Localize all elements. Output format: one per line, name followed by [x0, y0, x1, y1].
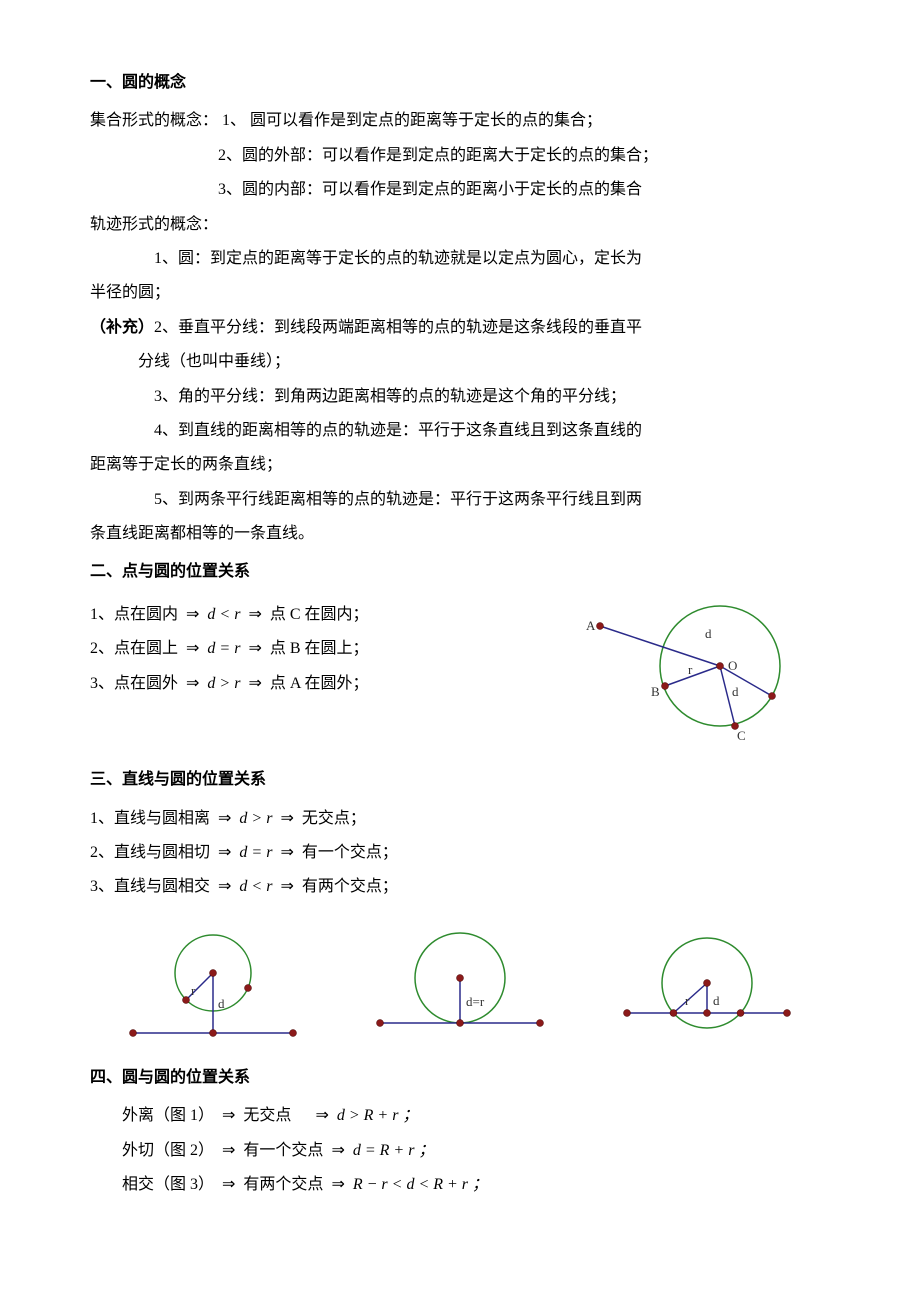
s4-row2: 外切（图 2） ⇒ 有一个交点 ⇒ d = R + r ； — [90, 1136, 830, 1166]
s1-t2a: 2、垂直平分线：到线段两端距离相等的点的轨迹是这条线段的垂直平 — [154, 319, 642, 336]
point-circle-diagram: A B O Cd r d — [550, 596, 830, 746]
arrow-icon: ⇒ — [214, 844, 235, 861]
arrow-icon: ⇒ — [214, 878, 235, 895]
arrow-icon: ⇒ — [327, 1176, 348, 1193]
arrow-icon: ⇒ — [214, 810, 235, 827]
s2-r1a: 1、点在圆内 — [90, 606, 178, 623]
s1-t3: 3、角的平分线：到角两边距离相等的点的轨迹是这个角的平分线； — [90, 382, 830, 412]
s2-row1: 1、点在圆内 ⇒ d < r ⇒ 点 C 在圆内； — [90, 600, 550, 630]
s4-r2c: d = R + r ； — [353, 1142, 435, 1159]
line-circle-intersect-diagram: rd — [617, 923, 797, 1053]
s2-r3b: d > r — [207, 675, 240, 692]
svg-text:d: d — [705, 626, 712, 641]
s3-row1: 1、直线与圆相离 ⇒ d > r ⇒ 无交点； — [90, 804, 830, 834]
s2-figure: A B O Cd r d — [550, 596, 830, 757]
s2-r2c: 点 B 在圆上； — [270, 640, 369, 657]
s3-row3: 3、直线与圆相交 ⇒ d < r ⇒ 有两个交点； — [90, 872, 830, 902]
arrow-icon: ⇒ — [182, 606, 203, 623]
s2-r1c: 点 C 在圆内； — [270, 606, 369, 623]
section-4-title: 四、圆与圆的位置关系 — [90, 1063, 830, 1093]
s2-r2b: d = r — [207, 640, 240, 657]
s1-t2-line: （补充）2、垂直平分线：到线段两端距离相等的点的轨迹是这条线段的垂直平 — [90, 313, 830, 343]
svg-text:r: r — [688, 662, 693, 677]
svg-text:A: A — [586, 618, 596, 633]
arrow-icon: ⇒ — [182, 640, 203, 657]
svg-text:d: d — [713, 993, 720, 1008]
s3-figures-row: rd d=r rd — [90, 923, 830, 1053]
line-circle-separate-diagram: rd — [123, 923, 303, 1053]
s1-t5b: 条直线距离都相等的一条直线。 — [90, 519, 830, 549]
section-1-title: 一、圆的概念 — [90, 68, 830, 98]
svg-text:O: O — [728, 658, 737, 673]
s4-r1a: 外离（图 1） — [122, 1107, 214, 1124]
arrow-icon: ⇒ — [276, 810, 297, 827]
s1-item-2: 2、圆的外部：可以看作是到定点的距离大于定长的点的集合； — [90, 141, 830, 171]
svg-text:d: d — [732, 684, 739, 699]
arrow-icon: ⇒ — [276, 844, 297, 861]
s1-item-3: 3、圆的内部：可以看作是到定点的距离小于定长的点的集合 — [90, 175, 830, 205]
s4-r3c: R − r < d < R + r ； — [353, 1176, 488, 1193]
arrow-icon: ⇒ — [276, 878, 297, 895]
s2-text-col: 1、点在圆内 ⇒ d < r ⇒ 点 C 在圆内； 2、点在圆上 ⇒ d = r… — [90, 596, 550, 703]
arrow-icon: ⇒ — [311, 1107, 332, 1124]
s1-t2b: 分线（也叫中垂线）； — [90, 347, 830, 377]
section-2-title: 二、点与圆的位置关系 — [90, 557, 830, 587]
s4-r2a: 外切（图 2） — [122, 1142, 214, 1159]
s1-intro-label: 集合形式的概念： — [90, 112, 218, 129]
arrow-icon: ⇒ — [244, 606, 265, 623]
s2-row2: 2、点在圆上 ⇒ d = r ⇒ 点 B 在圆上； — [90, 634, 550, 664]
svg-text:C: C — [737, 728, 746, 743]
arrow-icon: ⇒ — [244, 675, 265, 692]
s4-row3: 相交（图 3） ⇒ 有两个交点 ⇒ R − r < d < R + r ； — [90, 1170, 830, 1200]
arrow-icon: ⇒ — [244, 640, 265, 657]
arrow-icon: ⇒ — [218, 1176, 239, 1193]
s3-r3b: d < r — [239, 878, 272, 895]
s3-r2a: 2、直线与圆相切 — [90, 844, 210, 861]
s4-row1: 外离（图 1） ⇒ 无交点 ⇒ d > R + r ； — [90, 1101, 830, 1131]
line-circle-tangent-diagram: d=r — [370, 923, 550, 1053]
s3-r1b: d > r — [239, 810, 272, 827]
svg-text:d: d — [218, 996, 225, 1011]
s4-r1c: d > R + r ； — [337, 1107, 419, 1124]
svg-text:r: r — [685, 993, 690, 1008]
arrow-icon: ⇒ — [182, 675, 203, 692]
s1-t1b: 半径的圆； — [90, 278, 830, 308]
s4-r3a: 相交（图 3） — [122, 1176, 214, 1193]
s3-r2c: 有一个交点； — [302, 844, 398, 861]
arrow-icon: ⇒ — [218, 1107, 239, 1124]
s1-t5a: 5、到两条平行线距离相等的点的轨迹是：平行于这两条平行线且到两 — [90, 485, 830, 515]
s2-r3a: 3、点在圆外 — [90, 675, 178, 692]
s2-r3c: 点 A 在圆外； — [270, 675, 369, 692]
section-3-title: 三、直线与圆的位置关系 — [90, 765, 830, 795]
svg-text:B: B — [651, 684, 660, 699]
s4-r3b: 有两个交点 — [243, 1176, 323, 1193]
s1-t4b: 距离等于定长的两条直线； — [90, 450, 830, 480]
s1-track-label: 轨迹形式的概念： — [90, 210, 830, 240]
s3-r1a: 1、直线与圆相离 — [90, 810, 210, 827]
arrow-icon: ⇒ — [327, 1142, 348, 1159]
s3-r3a: 3、直线与圆相交 — [90, 878, 210, 895]
s1-item-1: 1、 圆可以看作是到定点的距离等于定长的点的集合； — [222, 112, 602, 129]
s4-r2b: 有一个交点 — [243, 1142, 323, 1159]
s1-t2-prefix: （补充） — [90, 319, 154, 336]
svg-text:r: r — [191, 983, 196, 998]
arrow-icon: ⇒ — [218, 1142, 239, 1159]
s2-r2a: 2、点在圆上 — [90, 640, 178, 657]
svg-text:d=r: d=r — [466, 994, 485, 1009]
s1-t4a: 4、到直线的距离相等的点的轨迹是：平行于这条直线且到这条直线的 — [90, 416, 830, 446]
s3-row2: 2、直线与圆相切 ⇒ d = r ⇒ 有一个交点； — [90, 838, 830, 868]
s3-r1c: 无交点； — [302, 810, 366, 827]
s4-r1b: 无交点 — [243, 1107, 291, 1124]
s2-r1b: d < r — [207, 606, 240, 623]
s1-t1a: 1、圆：到定点的距离等于定长的点的轨迹就是以定点为圆心，定长为 — [90, 244, 830, 274]
s2-row3: 3、点在圆外 ⇒ d > r ⇒ 点 A 在圆外； — [90, 669, 550, 699]
s3-r2b: d = r — [239, 844, 272, 861]
s3-r3c: 有两个交点； — [302, 878, 398, 895]
s1-intro-line: 集合形式的概念： 1、 圆可以看作是到定点的距离等于定长的点的集合； — [90, 106, 830, 136]
